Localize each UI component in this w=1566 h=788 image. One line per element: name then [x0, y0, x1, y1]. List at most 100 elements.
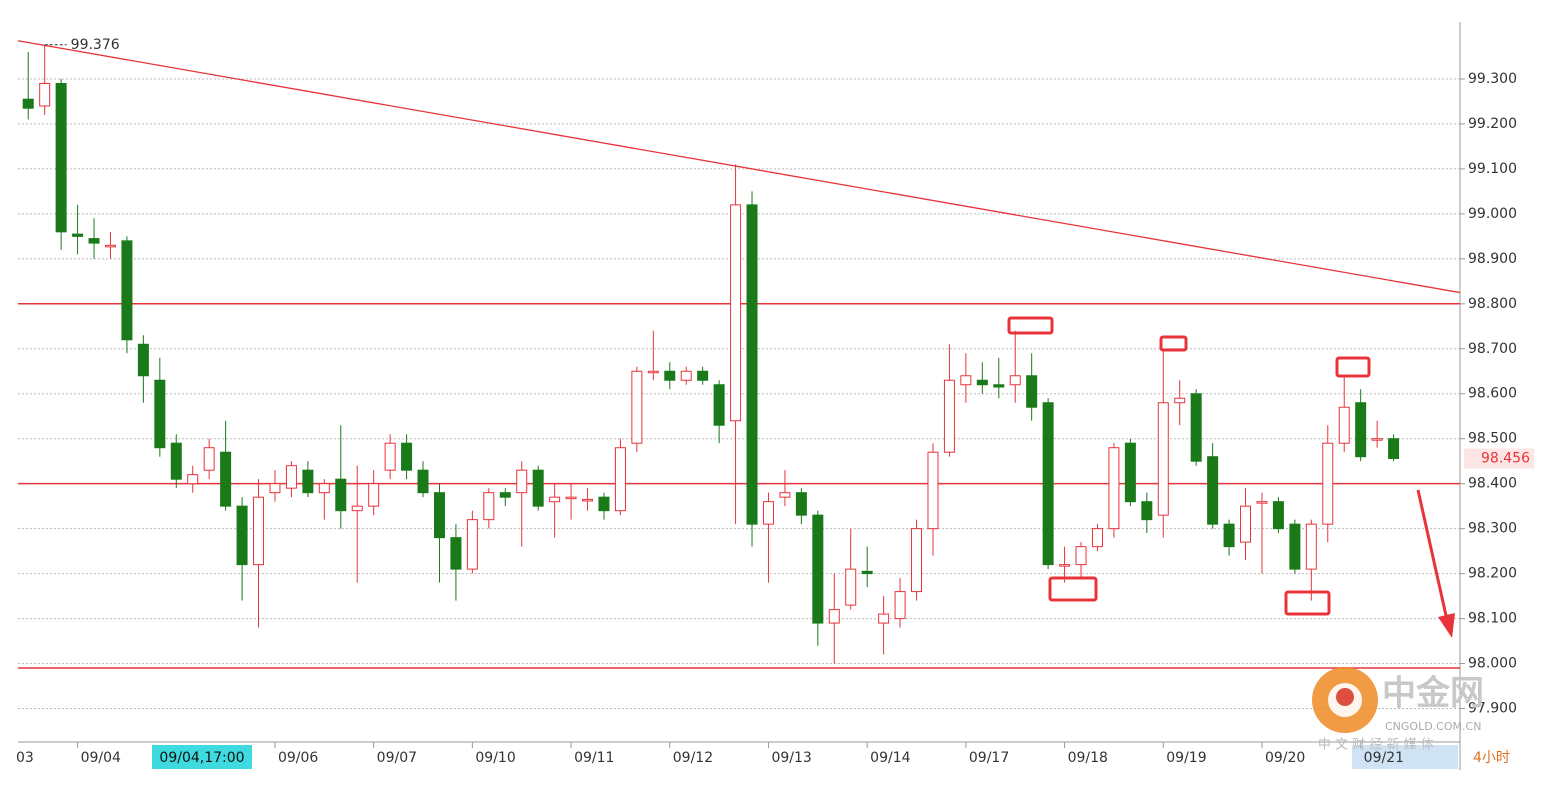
watermark-slogan: 中 文 财 经 新 媒 体: [1318, 737, 1434, 753]
x-tick-label: 09/14: [870, 750, 910, 766]
candle-body: [450, 537, 462, 570]
arrow-head: [1438, 613, 1455, 638]
candle-body: [730, 204, 742, 422]
crosshair-label: 09/04,17:00: [159, 750, 244, 766]
candle-body: [187, 474, 199, 485]
x-tick-label: 09/18: [1068, 750, 1108, 766]
candle-body: [1240, 505, 1252, 543]
candle-body: [483, 492, 495, 521]
candle-body: [927, 451, 939, 530]
candle-body: [697, 370, 709, 381]
candle-body: [499, 492, 511, 498]
x-tick-label: 09/07: [377, 750, 417, 766]
down-arrow: [1416, 489, 1455, 638]
candle-body: [302, 469, 314, 494]
candle-body: [1059, 564, 1071, 567]
plot-area: [17, 40, 1465, 710]
candle-body: [532, 469, 544, 507]
candle-body: [664, 370, 676, 381]
candle-body: [993, 384, 1005, 388]
x-tick-label: 09/04: [81, 750, 121, 766]
candle-body: [565, 496, 577, 500]
y-tick-label: 98.000: [1468, 656, 1517, 672]
candle-body: [614, 447, 626, 512]
highlight-box: [1335, 356, 1371, 378]
y-tick-label: 99.200: [1468, 116, 1517, 132]
candle-body: [1338, 406, 1350, 444]
x-tick-label: 09/06: [278, 750, 318, 766]
candle-body: [1174, 397, 1186, 404]
crosshair-box: [152, 745, 252, 769]
arrow-shaft: [1416, 489, 1449, 621]
candle-body: [137, 343, 149, 377]
x-tick-label: 09/12: [673, 750, 713, 766]
highlight-box: [1007, 316, 1054, 335]
candle-body: [1075, 546, 1087, 566]
candle-body: [598, 496, 610, 512]
y-tick-label: 98.300: [1468, 521, 1517, 537]
axis-highlight: [1352, 745, 1458, 769]
candle-body: [1190, 393, 1202, 462]
candle-body: [1108, 447, 1120, 530]
current-price-label: 98.456: [1481, 450, 1530, 466]
y-tick-label: 98.400: [1468, 476, 1517, 492]
candle-body: [401, 442, 413, 471]
candle-body: [335, 478, 347, 512]
candle-body: [1141, 501, 1153, 521]
logo-dot: [1336, 688, 1354, 706]
highlight-box: [1159, 335, 1188, 352]
candle-body: [976, 379, 988, 386]
candle-body: [104, 244, 116, 248]
candle-body: [269, 483, 281, 494]
candle-body: [154, 379, 166, 449]
y-tick-label: 98.800: [1468, 296, 1517, 312]
x-tick-label: 09/13: [771, 750, 811, 766]
candle-body: [746, 204, 758, 525]
watermark: 中金网 CNGOLD.COM.CN 中 文 财 经 新 媒 体: [1312, 667, 1484, 753]
candle-body: [795, 492, 807, 516]
candle-body: [1355, 402, 1367, 458]
x-tick-label: 09/11: [574, 750, 614, 766]
candle-body: [861, 570, 873, 575]
candle-body: [1009, 375, 1021, 386]
candle-body: [1256, 501, 1268, 504]
candle-body: [1272, 501, 1284, 530]
candle-body: [236, 505, 248, 566]
candle-body: [1289, 523, 1301, 570]
candle-body: [39, 82, 51, 107]
x-tick-label: 03: [16, 750, 34, 766]
timeframe-label: 4小时: [1473, 750, 1510, 766]
candle-body: [1042, 402, 1054, 566]
candle-body: [878, 613, 890, 624]
x-tick-label: 09/10: [475, 750, 515, 766]
price-box: [1464, 448, 1534, 469]
y-tick-label: 99.100: [1468, 161, 1517, 177]
candle-body: [911, 528, 923, 593]
candle-body: [466, 519, 478, 570]
candle-body: [1371, 438, 1383, 441]
candle-body: [894, 591, 906, 620]
high-label: 99.376: [71, 37, 120, 53]
y-tick-label: 98.700: [1468, 341, 1517, 357]
candle-body: [1223, 523, 1235, 548]
candle-body: [582, 498, 594, 502]
x-tick-label: 09/21: [1364, 750, 1404, 766]
candle-body: [1091, 528, 1103, 548]
candle-body: [121, 240, 133, 341]
candle-body: [170, 442, 182, 480]
candle-body: [433, 492, 445, 539]
candle-body: [1388, 438, 1400, 459]
x-tick-label: 09/17: [969, 750, 1009, 766]
y-tick-label: 98.900: [1468, 251, 1517, 267]
candle-body: [22, 98, 34, 109]
candle-body: [762, 501, 774, 525]
watermark-brand: 中金网: [1382, 674, 1484, 714]
candle-body: [88, 238, 100, 244]
candle-body: [828, 609, 840, 624]
annotation-boxes: [1007, 316, 1371, 616]
candle-body: [549, 496, 561, 503]
x-tick-label: 09/19: [1166, 750, 1206, 766]
candle-body: [516, 469, 528, 494]
candle-body: [417, 469, 429, 494]
